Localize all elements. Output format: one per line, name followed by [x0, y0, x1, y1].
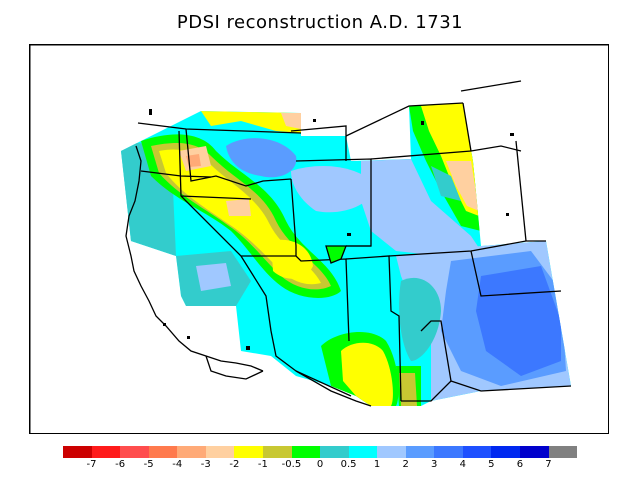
legend-swatch — [148, 446, 178, 458]
legend-swatch — [91, 446, 121, 458]
legend-tick-label: -6 — [115, 459, 126, 470]
legend-swatch — [377, 446, 406, 458]
pdsi-map — [30, 45, 608, 433]
legend-tick-label: -5 — [143, 459, 154, 470]
legend-swatch — [320, 446, 349, 458]
legend-swatch — [548, 446, 578, 458]
pdsi-field — [121, 103, 571, 406]
legend-swatch — [348, 446, 378, 458]
legend-tick-label: 1 — [373, 459, 381, 470]
legend-swatch — [405, 446, 435, 458]
legend-tick-label: -3 — [200, 459, 211, 470]
legend-tick-label: -7 — [86, 459, 97, 470]
legend-tick-label: -2 — [229, 459, 240, 470]
legend-swatch — [205, 446, 235, 458]
map-frame — [29, 44, 609, 434]
legend-swatch — [491, 446, 520, 458]
legend-swatch — [262, 446, 292, 458]
legend-tick-label: 6 — [516, 459, 524, 470]
legend-tick-label: 3 — [431, 459, 438, 470]
legend-swatch — [177, 446, 206, 458]
legend-tick-label: 0 — [316, 459, 324, 470]
legend-swatch — [234, 446, 263, 458]
legend-tick-label: -4 — [172, 459, 183, 470]
legend-tick-label: -0.5 — [281, 459, 302, 470]
legend-swatch — [462, 446, 492, 458]
legend-labels: -7 -6 -5 -4 -3 -2 -1 -0.5 0 0.5 1 2 3 4 5 6 7 — [63, 459, 577, 473]
legend-tick-label: 2 — [402, 459, 409, 470]
boundary-lines — [125, 80, 572, 407]
map-title: PDSI reconstruction A.D. 1731 — [176, 12, 464, 33]
legend-tick-label: 7 — [545, 459, 552, 470]
legend-tick-label: 5 — [488, 459, 495, 470]
legend-tick-label: 4 — [459, 459, 466, 470]
legend-swatch — [520, 446, 549, 458]
legend-swatch — [434, 446, 463, 458]
legend-swatch — [291, 446, 321, 458]
legend-swatch — [63, 446, 92, 458]
color-legend — [63, 446, 578, 458]
legend-tick-label: 0.5 — [340, 459, 357, 470]
lake-markers — [149, 109, 514, 350]
legend-swatch — [120, 446, 149, 458]
legend-tick-label: -1 — [257, 459, 268, 470]
